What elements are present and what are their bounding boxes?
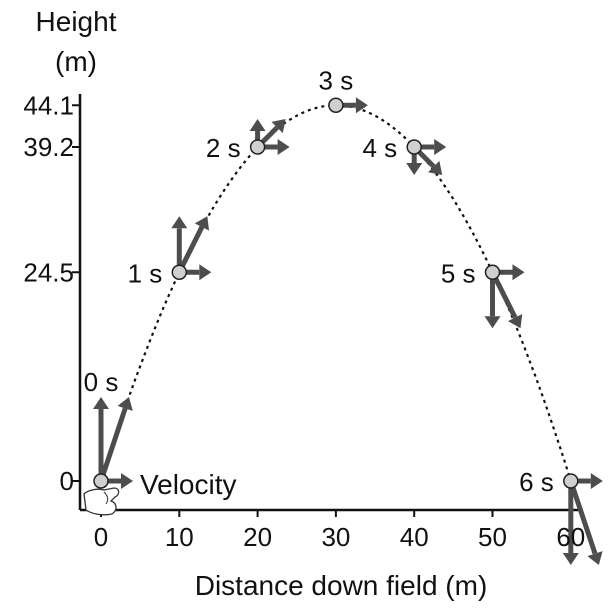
ball-marker <box>171 264 188 281</box>
x-tick-label: 20 <box>243 522 272 552</box>
x-tick-label: 10 <box>165 522 194 552</box>
tick-marks <box>72 104 572 517</box>
resultant-velocity-arrow-shaft <box>490 271 518 319</box>
resultant-velocity-arrow <box>568 480 603 565</box>
ball-marker <box>484 264 501 281</box>
hand-layer <box>83 487 120 516</box>
hand-icon <box>83 487 120 516</box>
axes <box>78 94 582 512</box>
resultant-velocity-arrow <box>490 271 523 329</box>
x-tick-label: 50 <box>478 522 507 552</box>
ball-marker <box>249 139 266 155</box>
time-label: 1 s <box>128 258 163 288</box>
horizontal-velocity-arrow-head <box>277 139 290 156</box>
vertical-velocity-arrow <box>562 481 579 565</box>
x-tick-label: 0 <box>94 522 108 552</box>
ball-marker <box>563 473 579 489</box>
time-label: 4 s <box>363 133 398 163</box>
resultant-velocity-arrow-shaft <box>98 407 128 482</box>
horizontal-velocity-arrow-head <box>512 264 525 281</box>
ball-marker <box>406 139 422 155</box>
resultant-velocity-arrow-head <box>194 216 210 231</box>
horizontal-velocity-arrow-head <box>355 97 368 114</box>
resultant-velocity-arrow-head <box>587 551 603 565</box>
x-axis-title: Distance down field (m) <box>195 570 488 601</box>
ball-layer <box>93 97 579 489</box>
vertical-velocity-arrow <box>93 397 109 481</box>
horizontal-velocity-arrow-head <box>590 473 603 489</box>
vertical-velocity-arrow-head <box>249 119 266 132</box>
vertical-velocity-arrow-head <box>93 397 109 409</box>
time-label: 0 s <box>84 367 119 397</box>
y-tick-label: 39.2 <box>23 132 74 162</box>
horizontal-velocity-arrow-head <box>434 139 447 156</box>
vertical-velocity-arrow-head <box>406 163 423 176</box>
resultant-velocity-arrow-head <box>507 313 523 329</box>
resultant-velocity-arrow-shaft <box>177 225 205 274</box>
hand-icon-finger <box>103 491 109 505</box>
vertical-velocity-arrow-head <box>484 316 501 329</box>
y-tick-label: 0 <box>60 466 74 496</box>
y-tick-label: 44.1 <box>23 90 74 120</box>
x-tick-label: 40 <box>400 522 429 552</box>
ball-marker <box>93 473 109 489</box>
resultant-velocity-arrow-head <box>271 119 286 134</box>
resultant-velocity-arrow-head <box>117 397 133 411</box>
resultant-velocity-arrow <box>98 397 133 482</box>
ball-marker <box>328 97 344 114</box>
horizontal-velocity-arrow-head <box>121 473 133 489</box>
y-axis-title-line-1: Height <box>36 6 117 37</box>
horizontal-velocity-arrow-head <box>199 264 212 281</box>
vertical-velocity-arrow-head <box>171 216 188 229</box>
vertical-velocity-arrow-head <box>562 553 579 565</box>
y-axis-title-line-2: (m) <box>55 46 97 77</box>
time-label: 6 s <box>519 467 554 497</box>
resultant-velocity-arrow <box>177 216 210 274</box>
label-layer: Height (m) Distance down field (m) Veloc… <box>23 6 585 601</box>
resultant-velocity-arrow-head <box>428 160 443 176</box>
resultant-velocity-arrow-shaft <box>568 480 598 555</box>
x-tick-label: 60 <box>556 522 585 552</box>
x-tick-label: 30 <box>321 522 350 552</box>
time-label: 2 s <box>206 133 241 163</box>
time-label: 3 s <box>319 65 354 95</box>
time-label: 5 s <box>441 258 476 288</box>
y-tick-label: 24.5 <box>23 257 74 287</box>
velocity-label: Velocity <box>140 469 237 500</box>
